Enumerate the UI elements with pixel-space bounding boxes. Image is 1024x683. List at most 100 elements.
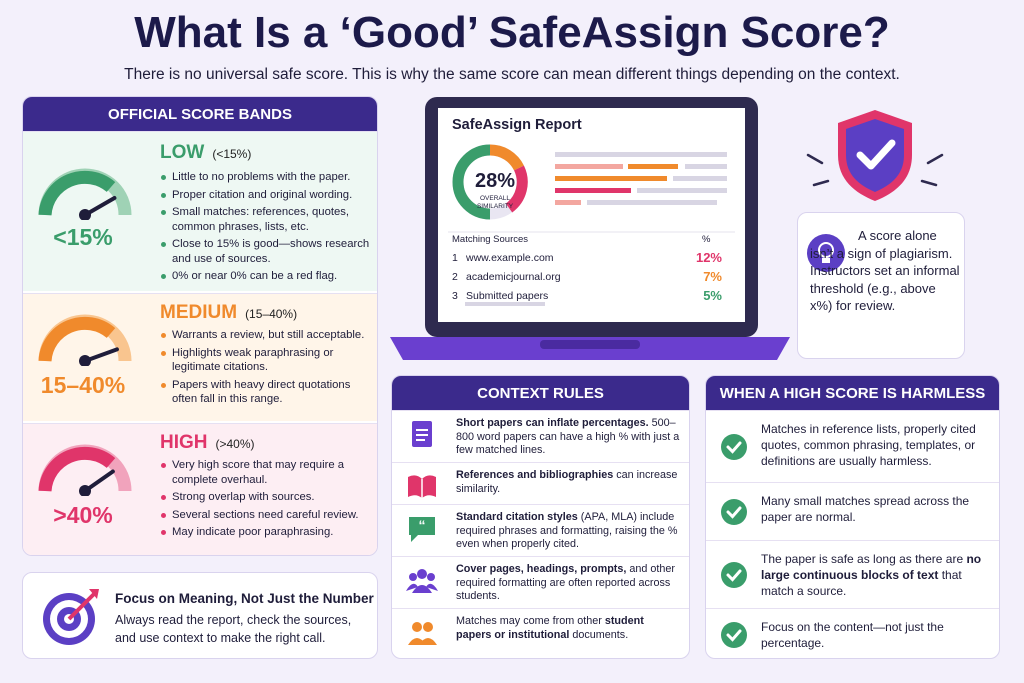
gauge: [35, 160, 135, 221]
note-box: A score alone isn’t a sign of plagiarism…: [797, 212, 965, 359]
gauge: [35, 436, 135, 497]
text-after: that match a source.: [761, 568, 962, 598]
check-icon: [720, 621, 748, 649]
text-after: documents.: [569, 628, 629, 641]
report-title: SafeAssign Report: [452, 117, 582, 133]
band-point: Warrants a review, but still acceptable.: [160, 328, 370, 343]
title: What Is a ‘Good’ SafeAssign Score?: [134, 8, 890, 57]
source-index: 3: [452, 290, 458, 302]
report-score-caption: OVERALL SIMILARITY: [476, 195, 514, 210]
context-rules-panel: CONTEXT RULES Short papers can inflate p…: [391, 375, 690, 659]
gauge-svg: [38, 444, 132, 497]
shield-icon: [806, 110, 944, 201]
band-name: LOW (<15%): [160, 142, 251, 164]
band-point: Several sections need careful review.: [160, 508, 370, 523]
harmless-item: Focus on the content—not just the percen…: [706, 608, 999, 658]
target-icon: [43, 589, 99, 645]
score-band: >40% HIGH (>40%) Very high score that may r…: [23, 423, 377, 555]
check-icon: [720, 561, 748, 589]
band-name: HIGH (>40%): [160, 432, 255, 454]
rule-text: Standard citation styles (APA, MLA) incl…: [456, 511, 681, 552]
harmless-item: Many small matches spread across the pap…: [706, 482, 999, 540]
band-point: 0% or near 0% can be a red flag.: [160, 269, 370, 284]
icon: [408, 475, 436, 498]
band-points: Little to no problems with the paper. Pro…: [160, 170, 370, 287]
text-before: Focus on the content—not just the percen…: [761, 620, 944, 650]
band-point: Little to no problems with the paper.: [160, 170, 370, 185]
band-name-text: LOW: [160, 142, 205, 163]
icon: “: [409, 517, 435, 542]
band-point: Proper citation and original wording.: [160, 188, 370, 203]
context-rule: Short papers can inflate percentages. 50…: [392, 410, 689, 462]
rule-icon: [406, 471, 438, 503]
icon: [721, 434, 747, 460]
context-rule: “ Standard citation styles (APA, MLA) inc…: [392, 504, 689, 556]
source-name: Submitted papers: [466, 290, 549, 302]
percent-header: %: [702, 234, 711, 245]
source-name: www.example.com: [466, 252, 554, 264]
harmless-item: Matches in reference lists, properly cit…: [706, 410, 999, 482]
band-name-text: MEDIUM: [160, 302, 238, 323]
text-bold: Short papers can inflate percentages.: [456, 417, 649, 429]
focus-text: Always read the report, check the source…: [115, 613, 352, 645]
text-before: Matches in reference lists, properly cit…: [761, 422, 976, 468]
gauge-svg: [38, 168, 132, 221]
band-point: May indicate poor paraphrasing.: [160, 525, 370, 540]
check-icon: [720, 498, 748, 526]
text-before: Many small matches spread across the pap…: [761, 494, 970, 524]
text-before: The paper is safe as long as there are: [761, 552, 967, 566]
rule-icon: [406, 565, 438, 597]
band-points: Warrants a review, but still acceptable.…: [160, 328, 370, 410]
band-points: Very high score that may require a compl…: [160, 458, 370, 543]
text-bold: no large continuous blocks of text: [761, 552, 982, 582]
harmless-text: Matches in reference lists, properly cit…: [761, 421, 989, 469]
sources-header: Matching Sources: [452, 234, 529, 245]
report-score: 28%: [474, 170, 516, 192]
rule-text: Matches may come from other student pape…: [456, 615, 681, 642]
icon: [721, 622, 747, 648]
rule-icon: [406, 617, 438, 649]
gauge-label: >40%: [53, 502, 113, 528]
rule-icon: [406, 419, 438, 451]
text-after: can increase similarity.: [456, 469, 678, 495]
band-range: (15–40%): [245, 307, 298, 321]
source-percent: 12%: [695, 250, 722, 265]
band-point: Strong overlap with sources.: [160, 490, 370, 505]
text-bold: student papers or institutional: [456, 615, 644, 641]
text-after: and other required formatting are often …: [456, 563, 676, 602]
score-band: 15–40% MEDIUM (15–40%) Warrants a review, b…: [23, 293, 377, 421]
panel-title: OFFICIAL SCORE BANDS: [23, 97, 377, 132]
icon: [408, 622, 437, 645]
text-bold: Cover pages, headings, prompts,: [456, 563, 627, 575]
context-rule: Matches may come from other student pape…: [392, 608, 689, 658]
score-bands-panel: OFFICIAL SCORE BANDS <15% LOW (<15%) Little…: [22, 96, 378, 556]
harmless-item: The paper is safe as long as there are n…: [706, 540, 999, 608]
subtitle: There is no universal safe score. This i…: [124, 66, 900, 83]
rule-icon: “: [406, 513, 438, 545]
harmless-text: Focus on the content—not just the percen…: [761, 619, 989, 651]
gauge-svg: [38, 314, 132, 367]
icon: [721, 499, 747, 525]
source-percent: 5%: [703, 288, 722, 303]
harmless-panel: WHEN A HIGH SCORE IS HARMLESS Matches in…: [705, 375, 1000, 659]
gauge-label: <15%: [53, 224, 113, 250]
rule-text: Cover pages, headings, prompts, and othe…: [456, 563, 681, 604]
band-name-text: HIGH: [160, 432, 208, 453]
rule-text: Short papers can inflate percentages. 50…: [456, 417, 681, 458]
laptop: [390, 97, 790, 360]
context-rule: Cover pages, headings, prompts, and othe…: [392, 556, 689, 608]
band-point: Small matches: references, quotes, commo…: [160, 205, 370, 234]
band-point: Highlights weak paraphrasing or legitima…: [160, 346, 370, 375]
source-index: 1: [452, 252, 458, 264]
text-bold: Standard citation styles: [456, 511, 578, 523]
text-after: 500–800 word papers can have a high % wi…: [456, 417, 680, 456]
score-band: <15% LOW (<15%) Little to no problems with …: [23, 131, 377, 291]
band-point: Very high score that may require a compl…: [160, 458, 370, 487]
band-point: Close to 15% is good—shows research and …: [160, 237, 370, 266]
band-point: Papers with heavy direct quotations ofte…: [160, 378, 370, 407]
icon: [721, 562, 747, 588]
gauge-label: 15–40%: [40, 372, 126, 398]
band-range: (>40%): [215, 437, 255, 451]
text-after: (APA, MLA) include required phrases and …: [456, 511, 678, 550]
